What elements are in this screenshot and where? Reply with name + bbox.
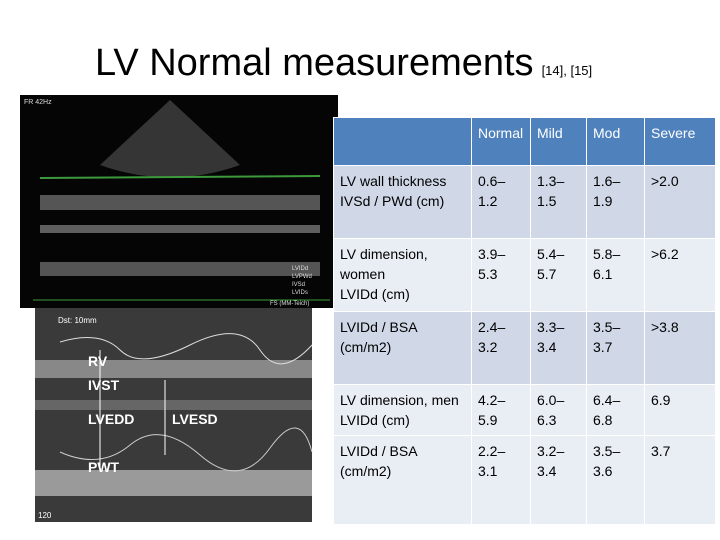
refs: [14], [15] [541,63,593,78]
row-label: LVIDd / BSA (cm/m2) [333,435,472,525]
cell: 4.2–5.9 [471,384,531,436]
header-cell: Mod [586,117,645,166]
cell: >6.2 [644,238,716,312]
band [35,400,312,410]
band [35,470,312,496]
cell: 5.8–6.1 [586,238,645,312]
echo-text: LVIDd [292,266,308,272]
header-cell: Normal [471,117,531,166]
sector [100,100,240,178]
cell: 3.5–3.6 [586,435,645,525]
echo-label: IVST [88,377,120,393]
cell: 1.3–1.5 [530,165,587,239]
row-label: LV wall thickness IVSd / PWd (cm) [333,165,472,239]
label-line: IVSd / PWd (cm) [340,193,445,209]
table: Normal Mild Mod Severe LV wall thickness IVSd… [333,117,716,525]
row-label: LVIDd / BSA (cm/m2) [333,311,472,385]
echo-text: Dst: 10mm [58,316,97,325]
band [40,225,320,233]
cell: 0.6–1.2 [471,165,531,239]
cell: >2.0 [644,165,716,239]
echo-label: LVEDD [88,411,134,427]
title: LV Normal measurements [14], [15] [95,42,592,85]
trace [59,427,313,472]
label-line: LVIDd / BSA (cm/m2) [340,443,417,479]
cell: 3.5–3.7 [586,311,645,385]
echo-label: RV [88,353,108,369]
echo-label: PWT [88,459,120,475]
band [40,195,320,210]
row: LV dimension, women LVIDd (cm) 3.9–5.3 5.4–… [333,238,716,312]
cell: 6.4–6.8 [586,384,645,436]
header-cell: Mild [530,117,587,166]
cell: 2.4–3.2 [471,311,531,385]
label-line: LVIDd (cm) [340,286,410,302]
echo-text: 120 [38,511,52,520]
label-line: LV dimension, women [340,246,428,282]
header-row: Normal Mild Mod Severe [333,117,716,166]
echo-text: LVPWd [292,274,312,280]
cell: 3.7 [644,435,716,525]
echo-text: IVSd [292,282,305,288]
row-label: LV dimension, women LVIDd (cm) [333,238,472,312]
echo-text: LVIDs [292,290,308,296]
header-cell: Severe [644,117,716,166]
cell: 1.6–1.9 [586,165,645,239]
cell: >3.8 [644,311,716,385]
cell: 3.9–5.3 [471,238,531,312]
echo-text: FR 42Hz [24,99,52,106]
label-line: LVIDd / BSA (cm/m2) [340,319,417,355]
title-text: LV Normal measurements [95,42,534,84]
header-cell [333,117,472,166]
echo-text: FS (MM-Teich) [270,301,309,307]
label-line: LV dimension, men [340,392,459,408]
row: LV dimension, men LVIDd (cm) 4.2–5.9 6.0–6.… [333,384,716,436]
label-line: LV wall thickness [340,173,447,189]
cell: 3.3–3.4 [530,311,587,385]
echo-label: LVESD [172,411,218,427]
row-label: LV dimension, men LVIDd (cm) [333,384,472,436]
row: LVIDd / BSA (cm/m2) 2.2–3.1 3.2–3.4 3.5–3.6… [333,435,716,525]
cell: 6.9 [644,384,716,436]
band [40,262,320,276]
row: LV wall thickness IVSd / PWd (cm) 0.6–1.2 1… [333,165,716,239]
band [35,360,312,378]
cell: 5.4–5.7 [530,238,587,312]
trace [59,333,313,365]
ecg [39,175,321,179]
cell: 3.2–3.4 [530,435,587,525]
label-line: LVIDd (cm) [340,412,410,428]
cell: 2.2–3.1 [471,435,531,525]
cell: 6.0–6.3 [530,384,587,436]
row: LVIDd / BSA (cm/m2) 2.4–3.2 3.3–3.4 3.5–3.7… [333,311,716,385]
